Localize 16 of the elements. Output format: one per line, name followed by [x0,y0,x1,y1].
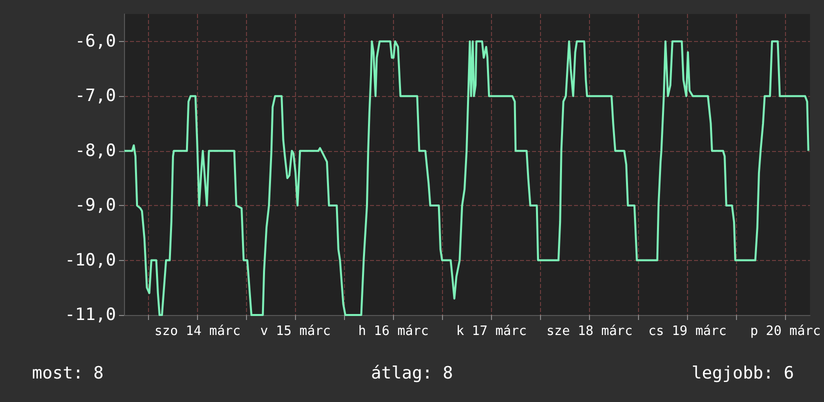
y-tick-label: -10,0 [64,250,116,270]
y-tick-label: -11,0 [64,305,116,325]
x-tick-label: v 15 márc [260,324,331,339]
y-tick-label: -9,0 [75,196,116,216]
y-tick-label: -6,0 [75,31,116,52]
text: átlag: 8 [371,364,453,384]
x-tick-label: k 17 márc [456,324,527,339]
x-tick-label: cs 19 márc [648,324,727,339]
x-tick-label: sze 18 márc [546,324,633,339]
text: legjobb: 6 [692,364,794,384]
x-tick-label: h 16 márc [358,324,429,339]
y-tick-label: -7,0 [75,86,116,106]
x-tick-label: p 20 márc [750,324,821,339]
text: most: 8 [32,364,104,384]
x-tick-label: szo 14 márc [154,324,241,339]
y-tick-label: -8,0 [75,140,116,161]
